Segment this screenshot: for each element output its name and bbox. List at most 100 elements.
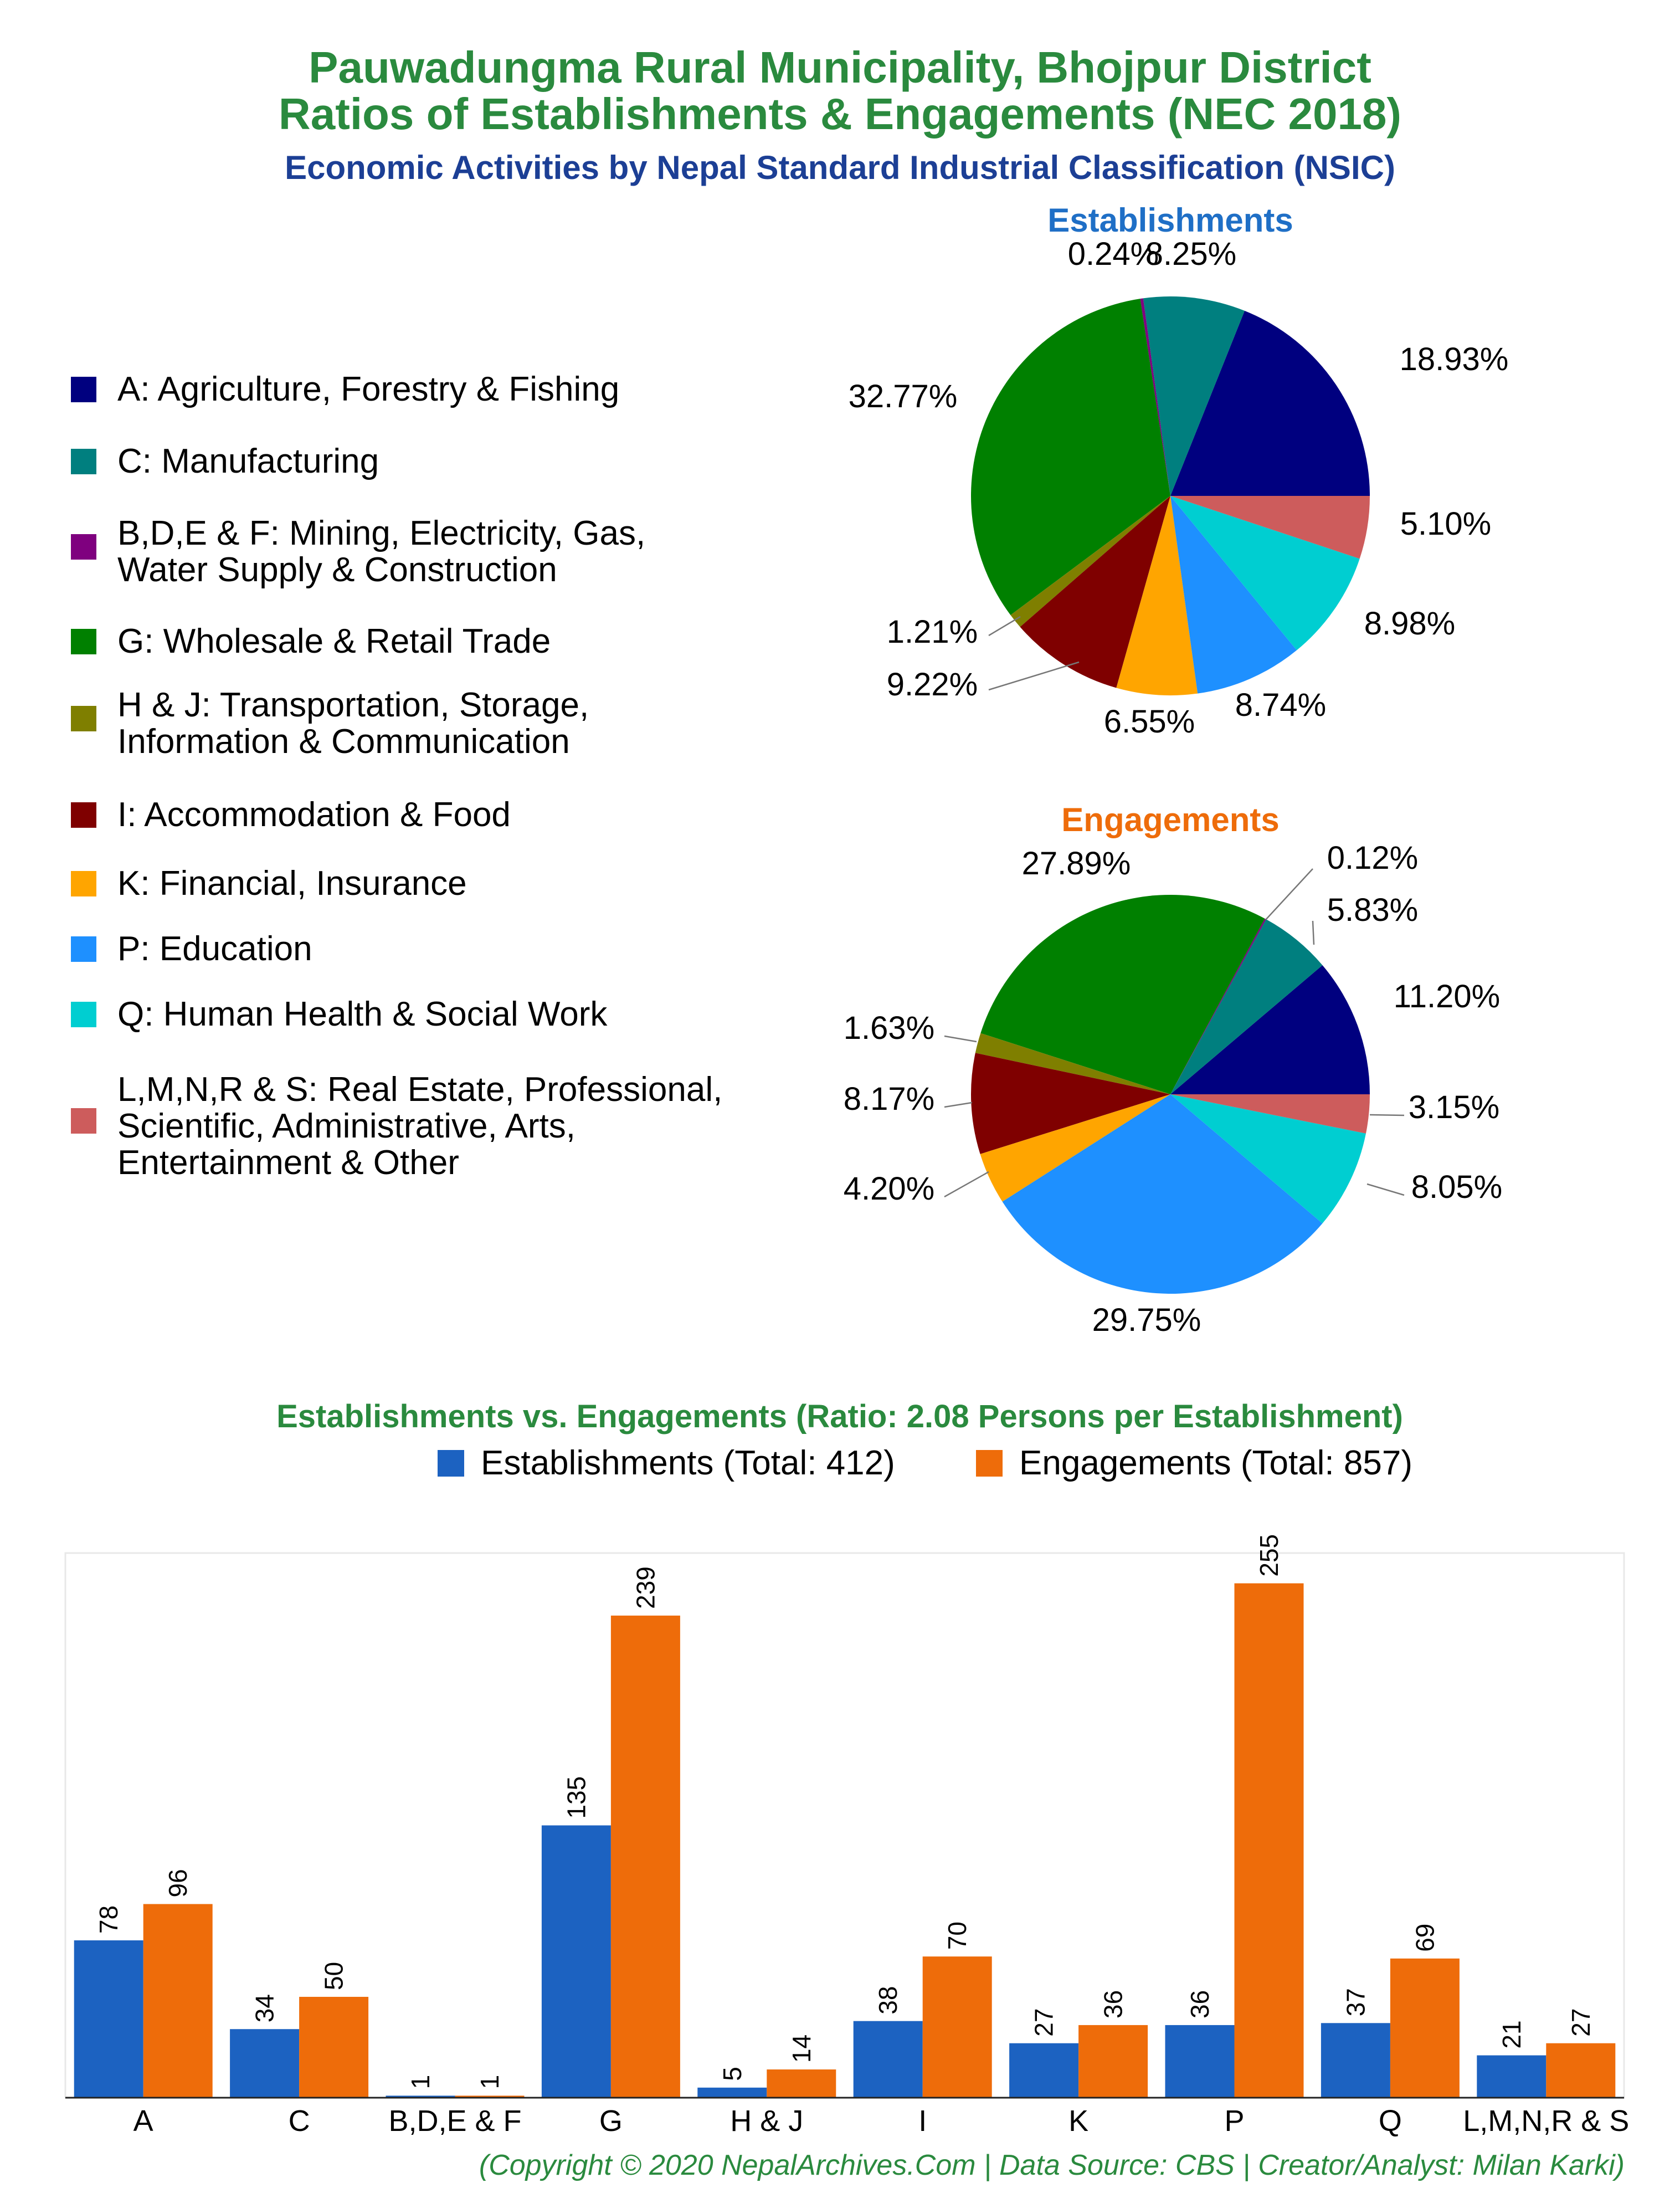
legend-swatch <box>71 706 96 731</box>
pie-slice-hj <box>975 1033 1170 1094</box>
pie-slice-bdef <box>1140 298 1170 496</box>
bar-establishments-bdef <box>386 2095 455 2098</box>
bar-legend-label-engagements: Engagements (Total: 857) <box>1019 1444 1412 1482</box>
bar-value-label: 27 <box>1030 2008 1059 2037</box>
pie-leader-line <box>1265 868 1313 920</box>
bar-establishments-hj <box>697 2087 767 2098</box>
bar-value-label: 36 <box>1099 1990 1128 2018</box>
bar-category-tick-label: P <box>1224 2104 1244 2138</box>
legend-swatch <box>71 871 96 896</box>
pie-leader-line <box>988 616 1021 637</box>
legend-label: B,D,E & F: Mining, Electricity, Gas, Wat… <box>117 514 646 589</box>
pie-slice-g <box>980 895 1265 1094</box>
pie-slice-a <box>1170 965 1370 1094</box>
pie-data-label: 18.93% <box>1400 341 1509 377</box>
bar-value-label: 36 <box>1185 1990 1214 2018</box>
bar-value-label: 70 <box>943 1922 972 1950</box>
legend-swatch <box>71 1002 96 1027</box>
bar-establishments-g <box>541 1825 611 2098</box>
bar-value-label: 50 <box>320 1962 348 1990</box>
pie-data-label: 0.12% <box>1327 840 1418 876</box>
bar-engagements-hj <box>767 2069 836 2098</box>
bar-establishments-q <box>1321 2023 1390 2098</box>
pie-slice-k <box>980 1094 1170 1202</box>
bar-value-label: 69 <box>1410 1924 1439 1952</box>
pie-data-label: 8.74% <box>1235 687 1326 723</box>
pie-leader-line <box>988 661 1080 691</box>
bar-engagements-k <box>1078 2025 1148 2098</box>
bar-value-label: 96 <box>163 1869 192 1897</box>
bar-engagements-c <box>299 1996 369 2098</box>
bar-legend-swatch-engagements <box>976 1450 1003 1477</box>
establishments-pie-title: Establishments <box>1047 202 1293 239</box>
bar-establishments-i <box>853 2021 923 2098</box>
pie-data-label: 1.63% <box>844 1010 934 1046</box>
pie-data-label: 3.15% <box>1409 1089 1499 1125</box>
engagements-pie-title: Engagements <box>1061 801 1279 838</box>
pie-data-label: 8.05% <box>1411 1169 1502 1205</box>
bar-value-label: 14 <box>787 2035 816 2063</box>
pie-data-label: 29.75% <box>1092 1302 1201 1338</box>
pie-data-label: 6.55% <box>1104 704 1195 740</box>
pie-slice-p <box>1002 1094 1323 1294</box>
pie-data-label: 8.98% <box>1364 606 1455 642</box>
bar-category-tick-label: H & J <box>730 2104 803 2138</box>
pie-leader-line <box>1366 1183 1405 1196</box>
bar-category-tick-label: A <box>133 2104 153 2138</box>
legend-label: P: Education <box>117 930 312 968</box>
legend-swatch <box>71 1108 96 1134</box>
bar-value-label: 1 <box>475 2075 504 2089</box>
bar-category-tick-label: C <box>289 2104 310 2138</box>
pie-slice-g <box>971 299 1170 616</box>
bar-value-label: 5 <box>718 2067 747 2081</box>
pie-data-label: 4.20% <box>844 1171 934 1207</box>
legend-swatch <box>71 802 96 828</box>
pie-slice-lmnrs <box>1170 496 1370 559</box>
pie-slice-q <box>1170 1094 1366 1223</box>
pie-data-label: 9.22% <box>887 667 978 703</box>
pie-data-label: 32.77% <box>849 378 958 414</box>
legend-label: A: Agriculture, Forestry & Fishing <box>117 370 620 408</box>
bar-value-label: 78 <box>94 1905 123 1934</box>
legend-swatch <box>71 377 96 402</box>
pie-data-label: 0.24% <box>1068 236 1159 272</box>
bar-value-label: 37 <box>1341 1988 1370 2016</box>
pie-leader-line <box>944 1101 973 1108</box>
bar-value-label: 38 <box>874 1986 902 2014</box>
bar-engagements-p <box>1234 1583 1304 2098</box>
legend-label: I: Accommodation & Food <box>117 796 511 834</box>
pie-slice-a <box>1170 310 1370 496</box>
bar-value-label: 34 <box>250 1994 279 2022</box>
legend-label: H & J: Transportation, Storage, Informat… <box>117 686 589 761</box>
bar-engagements-lmnrs <box>1546 2043 1616 2098</box>
legend-label: Q: Human Health & Social Work <box>117 995 608 1033</box>
bar-category-tick-label: G <box>599 2104 623 2138</box>
bar-establishments-lmnrs <box>1477 2055 1547 2098</box>
bar-value-label: 239 <box>631 1566 660 1609</box>
bar-category-tick-label: L,M,N,R & S <box>1463 2104 1629 2138</box>
pie-leader-line <box>944 1171 989 1198</box>
bar-establishments-p <box>1165 2025 1235 2098</box>
bar-value-label: 255 <box>1255 1534 1283 1577</box>
legend-label: L,M,N,R & S: Real Estate, Professional, … <box>117 1070 723 1182</box>
pie-slice-lmnrs <box>1170 1094 1370 1134</box>
chart-subtitle: Economic Activities by Nepal Standard In… <box>285 149 1395 186</box>
pie-slice-q <box>1170 496 1360 650</box>
bar-category-tick-label: K <box>1068 2104 1088 2138</box>
bar-category-tick-label: Q <box>1379 2104 1402 2138</box>
bar-legend-swatch-establishments <box>438 1450 464 1477</box>
bar-engagements-i <box>922 1956 992 2098</box>
pie-slice-c <box>1170 919 1323 1094</box>
bar-chart-title: Establishments vs. Engagements (Ratio: 2… <box>276 1398 1403 1434</box>
pie-data-label: 5.10% <box>1400 506 1491 542</box>
pie-data-label: 5.83% <box>1327 892 1418 928</box>
chart-title-line2: Ratios of Establishments & Engagements (… <box>278 89 1402 139</box>
copyright-footer: (Copyright © 2020 NepalArchives.Com | Da… <box>479 2149 1625 2181</box>
legend-swatch <box>71 936 96 962</box>
pie-data-label: 8.17% <box>844 1081 934 1117</box>
pie-slice-k <box>1116 496 1198 696</box>
bar-value-label: 1 <box>406 2075 435 2089</box>
pie-data-label: 27.89% <box>1022 846 1131 882</box>
pie-slice-c <box>1143 296 1245 496</box>
